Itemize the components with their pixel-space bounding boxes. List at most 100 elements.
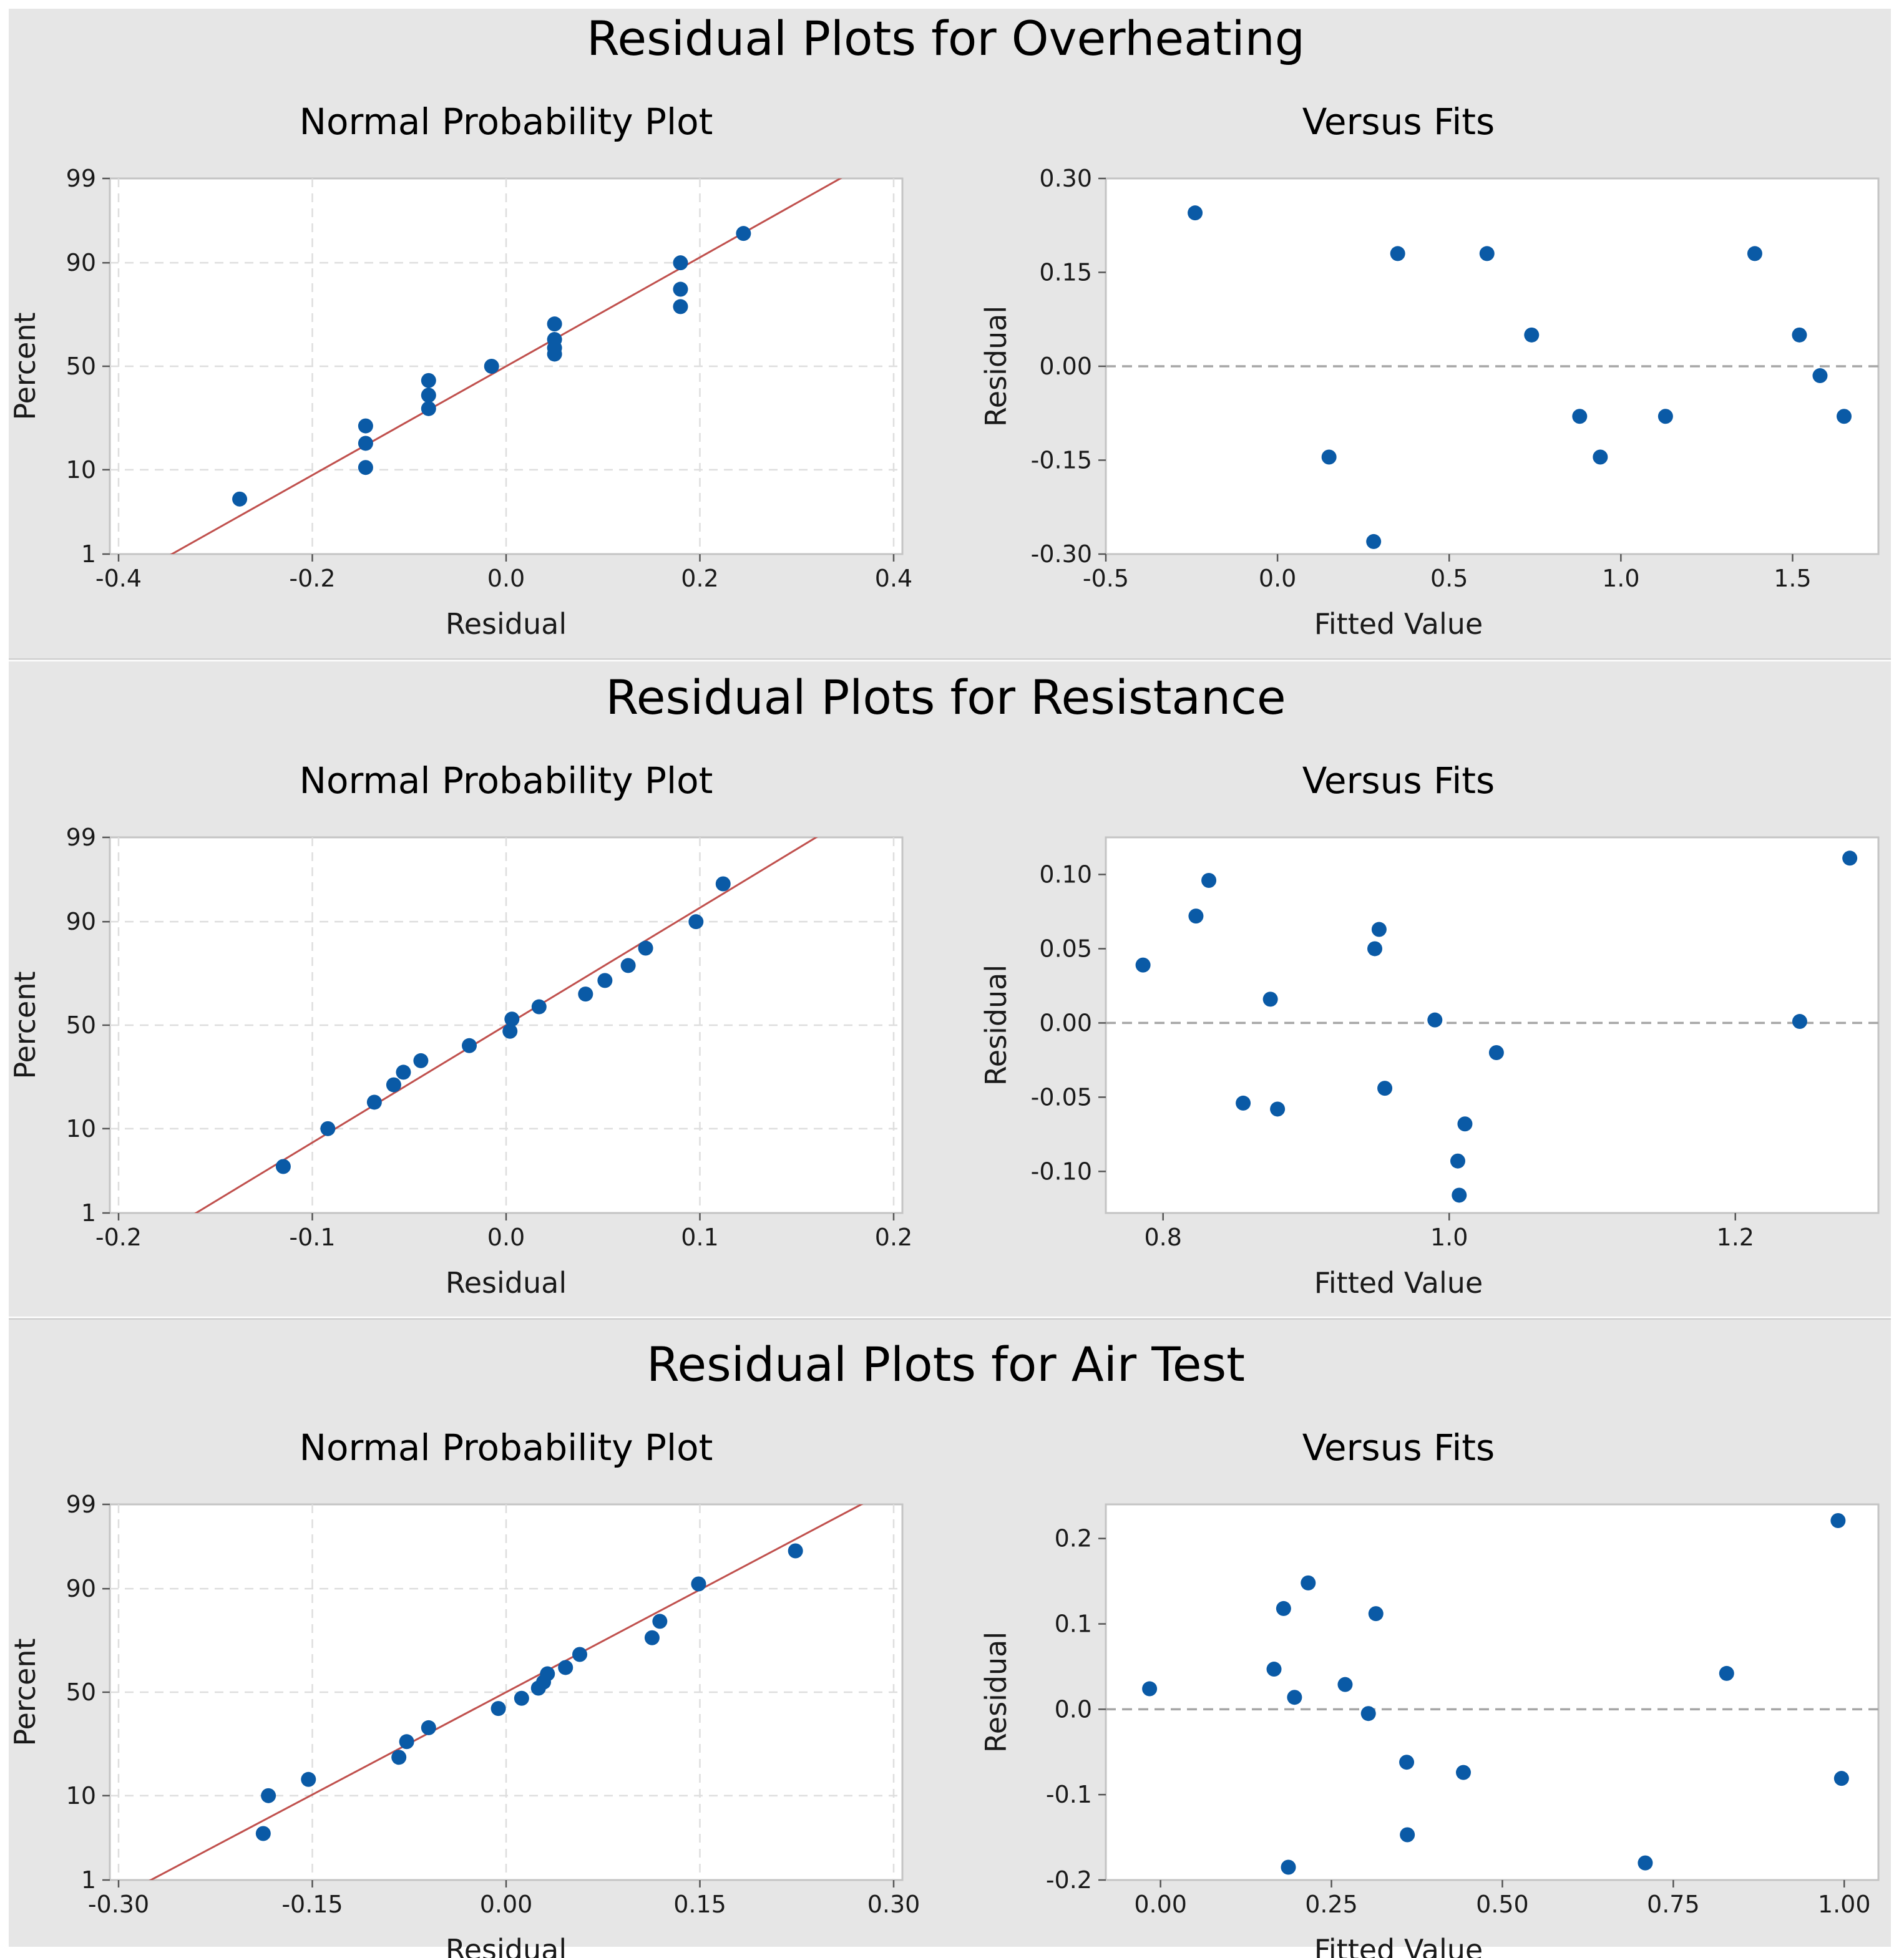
fits-xtick-label: 0.00 (1134, 1891, 1187, 1918)
prob-point (502, 1023, 518, 1039)
fits-point (1792, 1014, 1807, 1030)
prob-point (421, 1720, 436, 1735)
fits-point (1201, 873, 1217, 889)
fits-point (1135, 957, 1151, 973)
prob-ylabel: Percent (8, 971, 42, 1079)
prob-point (320, 1121, 336, 1136)
prob-ytick-label: 99 (66, 824, 96, 851)
fits-point (1188, 205, 1203, 221)
fits-point (1142, 1681, 1158, 1697)
prob-ylabel: Percent (8, 312, 42, 420)
fits-ytick-label: 0.15 (1039, 259, 1092, 286)
prob-point (547, 332, 562, 348)
prob-ylabel: Percent (8, 1638, 42, 1746)
prob-xtick-label: -0.2 (289, 565, 335, 592)
fits-point (1719, 1665, 1734, 1681)
fits-point (1399, 1755, 1415, 1770)
fits-point (1236, 1095, 1251, 1111)
prob-point (715, 876, 731, 892)
fits-point (1276, 1600, 1291, 1616)
prob-xtick-label: -0.1 (289, 1224, 335, 1251)
fits-point (1262, 991, 1278, 1007)
fits-ylabel: Residual (979, 1632, 1013, 1753)
prob-point (358, 418, 373, 434)
prob-point (688, 914, 704, 930)
fits-point (1488, 1045, 1504, 1061)
prob-ytick-label: 1 (81, 1866, 96, 1894)
prob-point (484, 359, 499, 374)
section-title: Residual Plots for Air Test (647, 1337, 1245, 1392)
prob-xtick-label: 0.0 (487, 565, 525, 592)
fits-plot-title: Versus Fits (1302, 100, 1495, 143)
fits-ytick-label: -0.05 (1031, 1083, 1092, 1111)
fits-ytick-label: -0.15 (1031, 447, 1092, 474)
prob-point (491, 1701, 506, 1717)
fits-ytick-label: 0.2 (1055, 1525, 1092, 1552)
prob-point (358, 436, 373, 451)
prob-point (255, 1826, 271, 1841)
fits-plot-title: Versus Fits (1302, 759, 1495, 802)
prob-xlabel: Residual (446, 1933, 567, 1958)
prob-point (788, 1543, 803, 1559)
fits-point (1812, 368, 1828, 384)
prob-ytick-label: 99 (66, 1491, 96, 1518)
fits-point (1452, 1187, 1467, 1203)
prob-ytick-label: 50 (66, 353, 96, 380)
fits-point (1301, 1575, 1316, 1590)
prob-xtick-label: 0.0 (487, 1224, 525, 1251)
fits-point (1188, 908, 1204, 924)
fits-xtick-label: 1.0 (1430, 1224, 1468, 1251)
fits-ytick-label: -0.1 (1046, 1781, 1092, 1808)
fits-point (1270, 1101, 1286, 1117)
fits-ytick-label: 0.00 (1039, 353, 1092, 380)
fits-point (1281, 1859, 1296, 1875)
fits-point (1572, 409, 1588, 424)
fits-point (1360, 1706, 1376, 1722)
prob-point (547, 316, 562, 332)
fits-point (1321, 449, 1337, 465)
prob-point (413, 1053, 429, 1068)
fits-point (1450, 1153, 1465, 1169)
prob-xlabel: Residual (446, 607, 567, 641)
fits-ylabel: Residual (979, 306, 1013, 427)
fits-point (1792, 327, 1807, 343)
fits-xtick-label: 0.50 (1476, 1891, 1529, 1918)
prob-point (652, 1614, 668, 1629)
fits-xtick-label: 1.5 (1774, 565, 1811, 592)
fits-xtick-label: 1.2 (1717, 1224, 1754, 1251)
prob-xtick-label: -0.15 (281, 1891, 343, 1918)
fits-plot-area (1105, 836, 1880, 1214)
fits-ylabel: Residual (979, 965, 1013, 1086)
prob-point (620, 958, 636, 973)
prob-point (366, 1094, 382, 1110)
fits-point (1524, 327, 1540, 343)
prob-ytick-label: 90 (66, 249, 96, 276)
prob-xtick-label: -0.30 (88, 1891, 149, 1918)
fits-ytick-label: -0.30 (1031, 540, 1092, 568)
fits-xtick-label: 0.25 (1305, 1891, 1358, 1918)
prob-point (421, 387, 436, 403)
prob-point (673, 255, 688, 271)
fits-point (1836, 409, 1852, 424)
prob-fit-line (170, 178, 842, 554)
fits-point (1457, 1116, 1473, 1132)
fits-xtick-label: -0.5 (1083, 565, 1129, 592)
prob-ytick-label: 1 (81, 540, 96, 568)
fits-point (1368, 1606, 1384, 1622)
fits-xlabel: Fitted Value (1314, 1933, 1483, 1958)
fits-ytick-label: 0.30 (1039, 165, 1092, 192)
fits-point (1427, 1012, 1443, 1028)
fits-ytick-label: -0.10 (1031, 1157, 1092, 1185)
prob-ytick-label: 50 (66, 1011, 96, 1039)
prob-point (275, 1159, 291, 1174)
prob-point (540, 1666, 555, 1682)
fits-point (1400, 1827, 1415, 1843)
fits-ytick-label: 0.1 (1055, 1610, 1092, 1638)
prob-point (462, 1038, 477, 1053)
prob-ytick-label: 50 (66, 1678, 96, 1706)
fits-ytick-label: 0.05 (1039, 935, 1092, 962)
fits-xlabel: Fitted Value (1314, 607, 1483, 641)
prob-point (504, 1011, 520, 1027)
prob-point (421, 373, 436, 388)
